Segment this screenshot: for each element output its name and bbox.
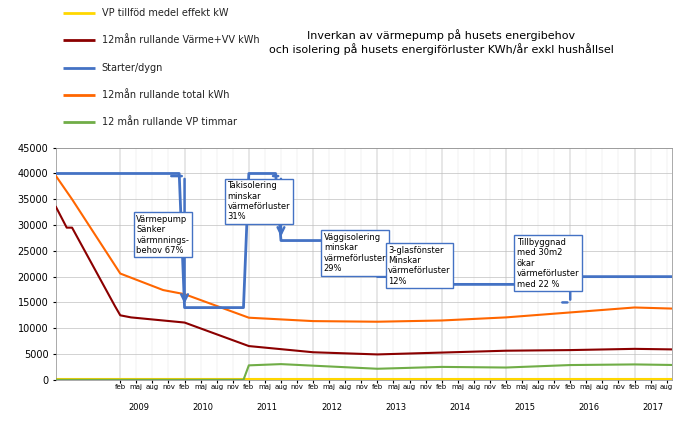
Text: Väggisolering
minskar
värmeförluster
29%: Väggisolering minskar värmeförluster 29% <box>324 233 386 273</box>
Text: 12mån rullande Värme+VV kWh: 12mån rullande Värme+VV kWh <box>102 35 259 45</box>
Text: Värmepump
Sänker
värmnnings-
behov 67%: Värmepump Sänker värmnnings- behov 67% <box>136 215 189 255</box>
Text: Starter/dygn: Starter/dygn <box>102 62 163 73</box>
Text: 2016: 2016 <box>578 403 599 412</box>
Text: 2017: 2017 <box>643 403 664 412</box>
Text: VP tillföd medel effekt kW: VP tillföd medel effekt kW <box>102 8 228 18</box>
Text: 2014: 2014 <box>449 403 470 412</box>
Text: 12mån rullande total kWh: 12mån rullande total kWh <box>102 90 229 100</box>
Text: 2015: 2015 <box>514 403 535 412</box>
Text: 2012: 2012 <box>321 403 342 412</box>
Text: Inverkan av värmepump på husets energibehov
och isolering på husets energiförlus: Inverkan av värmepump på husets energibe… <box>269 30 613 55</box>
Text: 2010: 2010 <box>193 403 214 412</box>
Text: Takisolering
minskar
värmeförluster
31%: Takisolering minskar värmeförluster 31% <box>228 181 290 222</box>
Text: Tillbyggnad
med 30m2
ökar
värmeförluster
med 22 %: Tillbyggnad med 30m2 ökar värmeförluster… <box>517 238 580 289</box>
Text: 12 mån rullande VP timmar: 12 mån rullande VP timmar <box>102 117 237 127</box>
Text: 2011: 2011 <box>257 403 278 412</box>
Text: 2009: 2009 <box>128 403 149 412</box>
Text: 2013: 2013 <box>386 403 407 412</box>
Text: 3-glasfönster
Minskar
värmeförluster
12%: 3-glasfönster Minskar värmeförluster 12% <box>388 246 451 286</box>
